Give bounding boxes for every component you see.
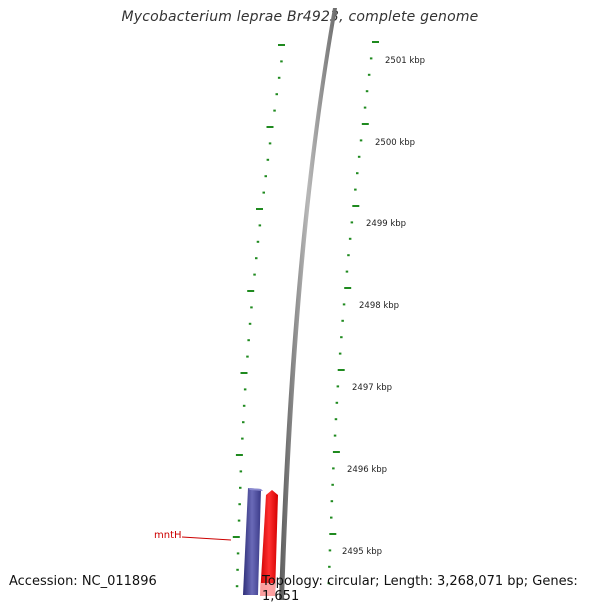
tick-label-2500: 2500 kbp xyxy=(375,138,415,148)
gene-mntH[interactable] xyxy=(260,490,278,596)
tick-label-2498: 2498 kbp xyxy=(359,301,399,311)
tick-label-2496: 2496 kbp xyxy=(347,465,387,475)
gene-reverse-strand[interactable] xyxy=(243,488,263,595)
tick-label-2499: 2499 kbp xyxy=(366,219,406,229)
gene-label-leader xyxy=(181,536,232,541)
tick-label-2501: 2501 kbp xyxy=(385,56,425,66)
tick-label-2497: 2497 kbp xyxy=(352,383,392,393)
map-title: Mycobacterium leprae Br4923, complete ge… xyxy=(121,9,479,25)
gene-label-mntH[interactable]: mntH xyxy=(154,530,182,541)
outer-tick-track xyxy=(327,41,379,585)
tick-label-2495: 2495 kbp xyxy=(342,547,382,557)
tick-labels: 2501 kbp 2500 kbp 2499 kbp 2498 kbp 2497… xyxy=(342,56,425,557)
inner-tick-track xyxy=(232,44,285,588)
accession-text: Accession: NC_011896 xyxy=(9,574,157,589)
genome-backbone xyxy=(279,8,337,600)
